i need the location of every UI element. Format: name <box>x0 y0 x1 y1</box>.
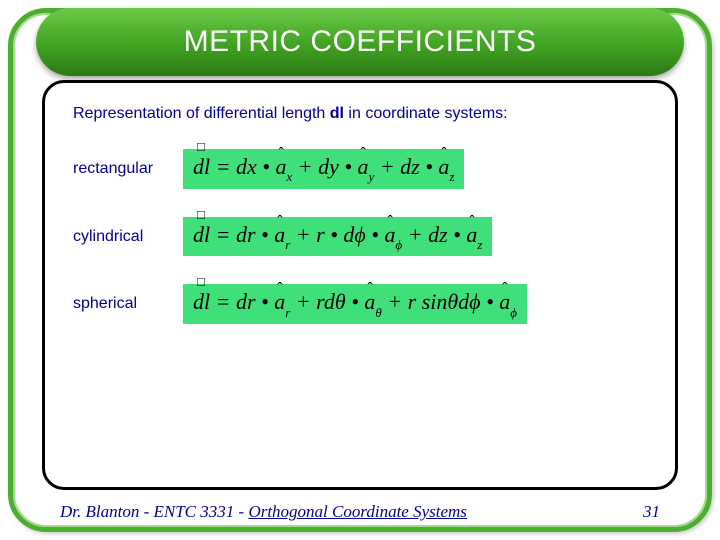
equation-cylindrical: □ dl = dr • ar + r • dϕ • aϕ + dz • az <box>183 217 492 257</box>
label-cylindrical: cylindrical <box>73 228 183 246</box>
intro-bold: dl <box>330 105 344 122</box>
slide-title: METRIC COEFFICIENTS <box>184 25 537 59</box>
vector-arrow-icon: □ <box>197 208 205 222</box>
footer-topic: Orthogonal Coordinate Systems <box>248 502 466 521</box>
vector-arrow-icon: □ <box>197 275 205 289</box>
intro-line: Representation of differential length dl… <box>73 105 647 123</box>
vector-arrow-icon: □ <box>197 140 205 154</box>
equation-rectangular: □ dl = dx • ax + dy • ay + dz • az <box>183 149 464 189</box>
label-rectangular: rectangular <box>73 160 183 178</box>
equation-spherical: □ dl = dr • ar + rdθ • aθ + r sinθdϕ • a… <box>183 284 527 324</box>
intro-pre: Representation of differential length <box>73 105 330 122</box>
row-cylindrical: cylindrical □ dl = dr • ar + r • dϕ • aϕ… <box>73 217 647 257</box>
slide-footer: Dr. Blanton - ENTC 3331 - Orthogonal Coo… <box>60 502 660 522</box>
page-number: 31 <box>643 502 660 522</box>
row-spherical: spherical □ dl = dr • ar + rdθ • aθ + r … <box>73 284 647 324</box>
label-spherical: spherical <box>73 295 183 313</box>
content-panel: Representation of differential length dl… <box>42 80 678 490</box>
intro-post: in coordinate systems: <box>344 105 508 122</box>
footer-author: Dr. Blanton - ENTC 3331 - <box>60 502 248 521</box>
row-rectangular: rectangular □ dl = dx • ax + dy • ay + d… <box>73 149 647 189</box>
title-band: METRIC COEFFICIENTS <box>36 8 684 76</box>
footer-text: Dr. Blanton - ENTC 3331 - Orthogonal Coo… <box>60 502 467 522</box>
